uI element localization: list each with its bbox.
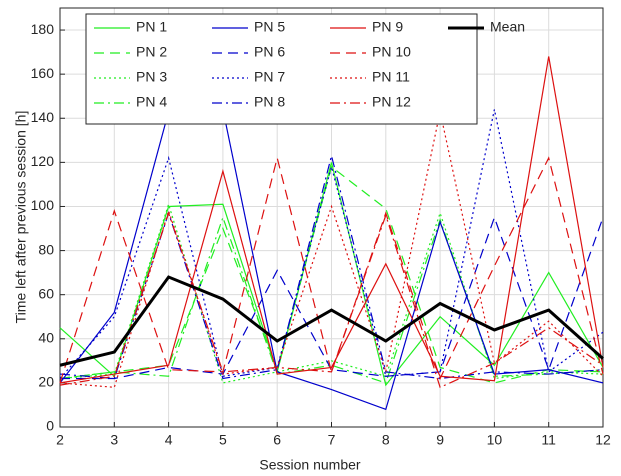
- series-line: [59, 275, 604, 367]
- series-line: [59, 111, 604, 388]
- y-tick-label: 80: [38, 241, 54, 257]
- x-tick-label: 8: [382, 432, 390, 448]
- series-line: [59, 202, 604, 384]
- series-line: [59, 211, 604, 389]
- y-tick-label: 120: [31, 153, 55, 169]
- y-tick-label: 40: [38, 329, 54, 345]
- x-tick-label: 7: [328, 432, 336, 448]
- legend-label: PN 6: [254, 44, 285, 60]
- series-line: [59, 109, 604, 379]
- axes-box: [59, 7, 604, 428]
- legend-label: PN 4: [136, 94, 167, 110]
- legend-box: [85, 13, 478, 125]
- x-tick-label: 3: [110, 432, 118, 448]
- series-line: [59, 156, 604, 384]
- x-tick-label: 12: [595, 432, 611, 448]
- x-tick-label: 5: [219, 432, 227, 448]
- legend-label: PN 11: [372, 69, 410, 85]
- legend-label: Mean: [490, 19, 525, 35]
- y-tick-label: 140: [31, 109, 55, 125]
- legend-label: PN 2: [136, 44, 167, 60]
- x-tick-label: 6: [273, 432, 281, 448]
- series-line: [59, 165, 604, 384]
- y-tick-label: 0: [46, 418, 54, 434]
- y-tick-label: 20: [38, 374, 54, 390]
- x-tick-label: 11: [541, 432, 556, 448]
- x-tick-label: 2: [56, 432, 64, 448]
- legend-label: PN 3: [136, 69, 167, 85]
- series-line: [59, 56, 604, 384]
- x-tick-label: 4: [165, 432, 173, 448]
- legend-label: PN 1: [136, 19, 167, 35]
- legend-label: PN 5: [254, 19, 285, 35]
- y-tick-label: 160: [31, 65, 55, 81]
- y-axis-label: Time left after previous session [h]: [13, 111, 29, 324]
- y-tick-label: 60: [38, 285, 54, 301]
- legend-label: PN 12: [372, 94, 411, 110]
- series-line: [59, 155, 604, 380]
- x-tick-label: 9: [436, 432, 444, 448]
- x-tick-label: 10: [487, 432, 503, 448]
- legend-label: PN 9: [372, 19, 403, 35]
- y-tick-label: 180: [31, 21, 55, 37]
- series-line: [59, 162, 604, 387]
- y-tick-label: 100: [31, 197, 55, 213]
- legend-label: PN 7: [254, 69, 285, 85]
- x-axis-label: Session number: [259, 457, 361, 473]
- series-line: [60, 215, 604, 380]
- legend-label: PN 10: [372, 44, 411, 60]
- legend-label: PN 8: [254, 94, 285, 110]
